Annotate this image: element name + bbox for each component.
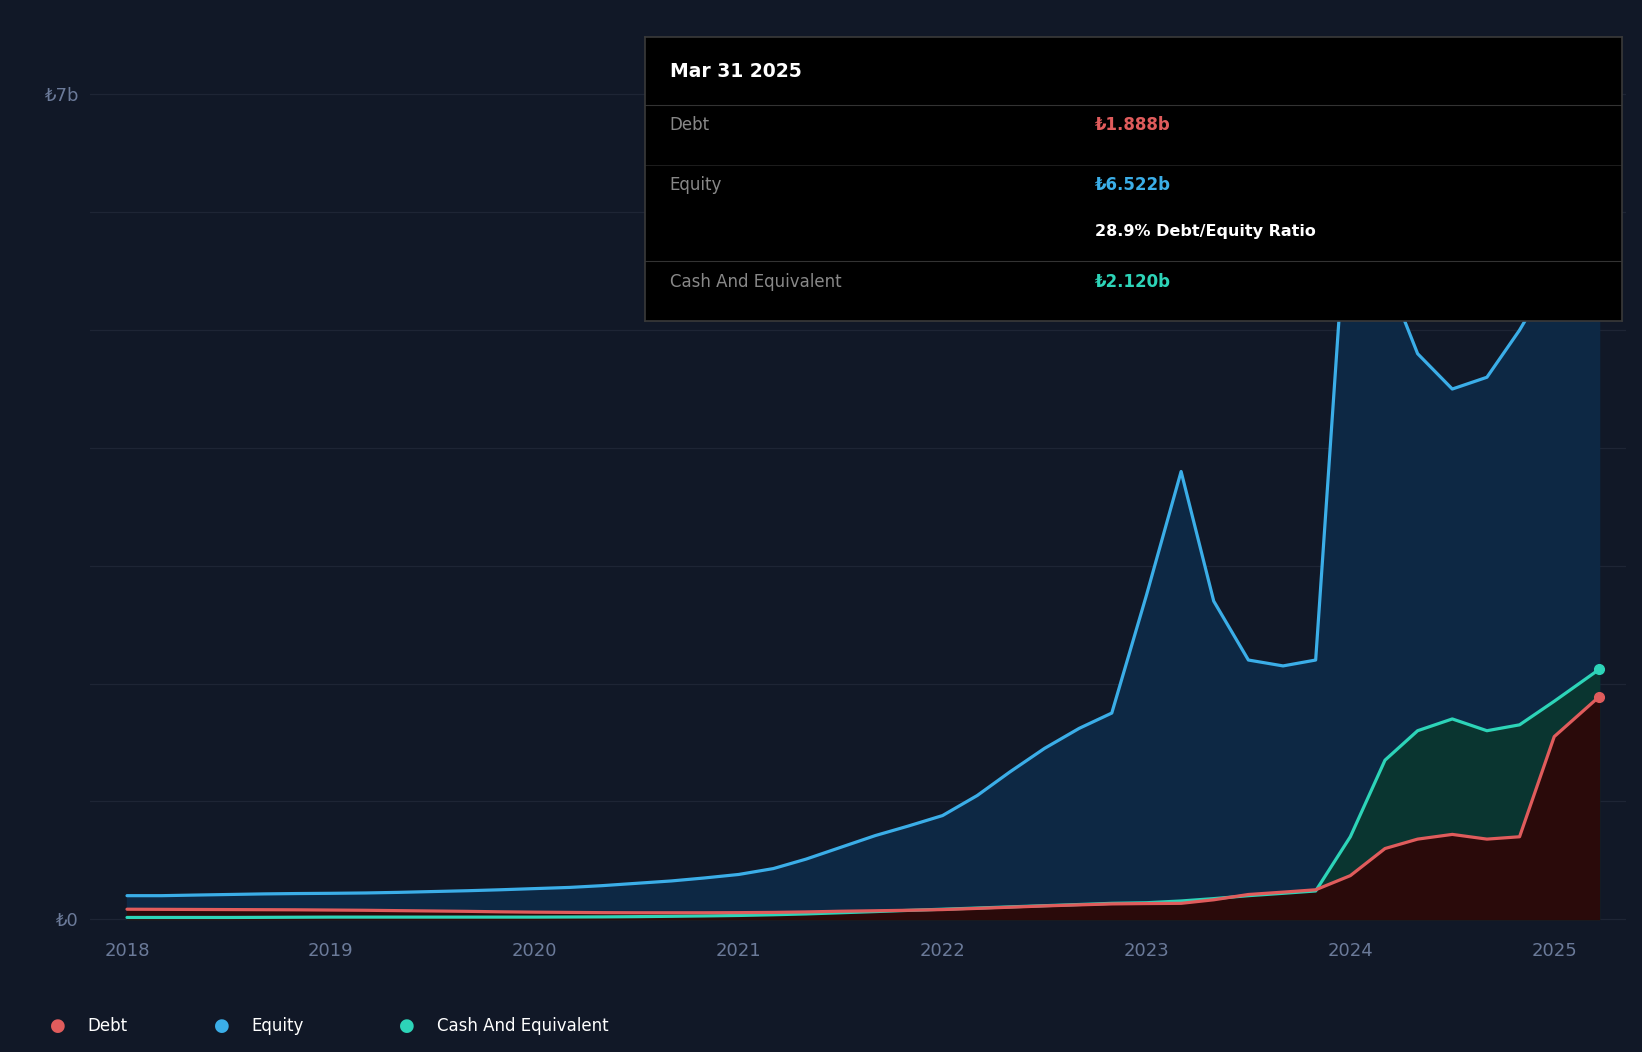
Text: Debt: Debt: [87, 1016, 126, 1035]
Text: Cash And Equivalent: Cash And Equivalent: [670, 272, 841, 290]
Text: Equity: Equity: [251, 1016, 304, 1035]
Text: Cash And Equivalent: Cash And Equivalent: [437, 1016, 609, 1035]
Text: Mar 31 2025: Mar 31 2025: [670, 62, 801, 81]
Text: ●: ●: [49, 1016, 66, 1035]
Text: ●: ●: [213, 1016, 230, 1035]
Text: ₺6.522b: ₺6.522b: [1095, 176, 1171, 194]
Text: 28.9% Debt/Equity Ratio: 28.9% Debt/Equity Ratio: [1095, 224, 1315, 239]
Text: ₺2.120b: ₺2.120b: [1095, 272, 1171, 290]
Text: ●: ●: [399, 1016, 415, 1035]
Text: Equity: Equity: [670, 176, 722, 194]
Text: ₺1.888b: ₺1.888b: [1095, 117, 1171, 135]
Text: Debt: Debt: [670, 117, 709, 135]
